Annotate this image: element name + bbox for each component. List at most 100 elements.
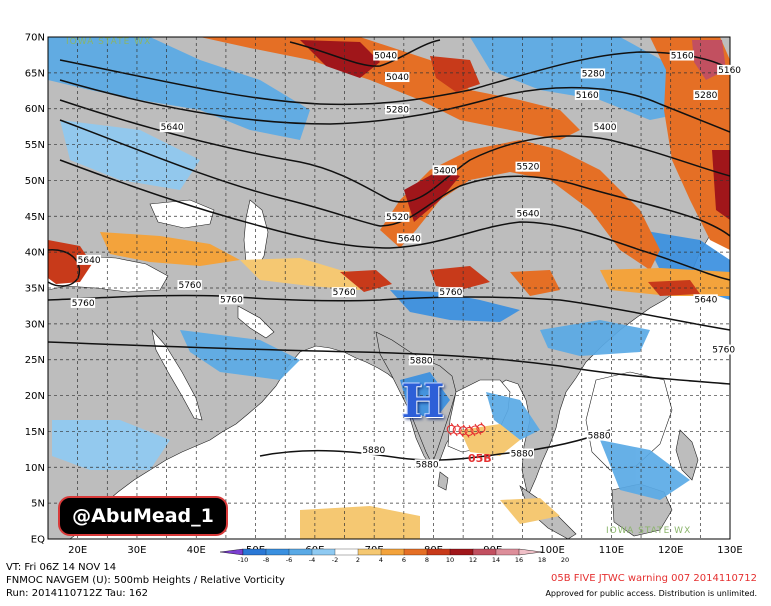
contour-label-bg: [373, 50, 398, 61]
track-point: [470, 423, 480, 437]
contour-label: 5760: [333, 288, 356, 298]
colorbar-swatch: [495, 548, 520, 556]
contour-label: 5400: [594, 123, 617, 133]
contour-label-bg: [592, 122, 617, 133]
vort-blue-ne: [470, 37, 700, 120]
contour-label: 5520: [386, 213, 409, 223]
lon-label: 120E: [658, 545, 683, 556]
contour-label-bg: [574, 89, 600, 100]
track-point: [446, 422, 456, 436]
contour-label-bg: [432, 165, 457, 176]
contour-label-bg: [218, 294, 244, 305]
track-point: [464, 425, 474, 438]
contour-5520: [59, 119, 730, 237]
contour-label: 5760: [178, 281, 201, 291]
lon-label: 30E: [127, 545, 146, 556]
contour-label: 5640: [517, 209, 540, 219]
contour-label-bg: [586, 430, 612, 441]
contour-5040: [289, 39, 441, 67]
vort-blue-china: [540, 320, 650, 356]
watermark-top: IOWA STATE WX: [66, 37, 152, 47]
vort-orange-china2: [510, 270, 560, 296]
lat-label: 60N: [25, 104, 45, 115]
colorbar-label: 6: [402, 556, 406, 564]
vort-red-tibet: [340, 270, 392, 292]
contour-label-bg: [408, 355, 434, 366]
lat-label: 65N: [25, 68, 45, 79]
colorbar-swatch: [403, 548, 428, 556]
contour-label: 5640: [78, 256, 101, 266]
contour-labels: 5040 5040 5160 5280 5160 5160 5280 5280 5400 5400…: [70, 50, 742, 470]
vort-core-mid: [404, 170, 460, 222]
valid-time: VT: Fri 06Z 14 NOV 14: [6, 562, 117, 573]
contour-label: 5760: [72, 299, 95, 309]
colorbar-swatch: [518, 548, 543, 556]
vort-blue-sw: [52, 420, 170, 470]
colorbar-swatch: [334, 548, 359, 556]
contour-label: 5160: [718, 66, 741, 76]
colorbar-label: -6: [286, 556, 292, 564]
lat-label: 5N: [31, 499, 45, 510]
lat-label: 25N: [25, 355, 45, 366]
lon-label: 20E: [68, 545, 87, 556]
black-sea: [149, 199, 215, 229]
vort-core-east2: [712, 150, 730, 220]
jtwc-warning: 05B FIVE JTWC warning 007 2014110712: [550, 573, 757, 584]
persian-gulf: [237, 305, 275, 339]
contour-label: 5400: [433, 166, 456, 176]
contour-label-bg: [580, 68, 606, 79]
land-sri-lanka: [437, 471, 449, 491]
colorbar-swatch: [449, 548, 474, 556]
contour-label: 5760: [439, 288, 462, 298]
lat-label: 30N: [25, 319, 45, 330]
contour-5160: [59, 51, 730, 106]
colorbar-swatch: [311, 548, 336, 556]
colorbar-label: 10: [446, 556, 454, 564]
colorbar-label: 16: [515, 556, 523, 564]
track-point: [452, 423, 462, 437]
author-handle-badge: @AbuMead_1: [58, 496, 228, 536]
colorbar-label: -4: [309, 556, 315, 564]
contour-5640: [59, 159, 730, 281]
lon-label: 40E: [187, 545, 206, 556]
red-sea: [151, 328, 203, 421]
lat-label: 55N: [25, 140, 45, 151]
contour-label: 5880: [410, 356, 433, 366]
contour-label: 5160: [671, 52, 694, 62]
storm-track: [446, 422, 486, 438]
lat-label: 50N: [25, 176, 45, 187]
distribution-notice: Approved for public access. Distribution…: [545, 589, 757, 598]
contour-label-bg: [177, 280, 202, 290]
watermark-bottom: IOWA STATE WX: [606, 526, 692, 536]
colorbar-label: -10: [238, 556, 249, 564]
contour-label-bg: [515, 161, 540, 172]
contour-label: 5280: [694, 91, 717, 101]
colorbar-label: 14: [492, 556, 500, 564]
contour-label: 5640: [694, 295, 717, 305]
colorbar-label: 2: [356, 556, 360, 564]
map-frame: [47, 36, 731, 540]
latitude-labels: 70N 65N 60N 55N 50N 45N 40N 35N 30N 25N 20N 15N 10N 5…: [25, 33, 45, 546]
vort-orange-iran: [240, 258, 380, 290]
contour-label-bg: [76, 254, 102, 265]
lat-label: 35N: [25, 284, 45, 295]
storm-label: 05B: [468, 452, 492, 465]
contour-label-bg: [438, 287, 463, 298]
vort-core-north: [300, 40, 380, 78]
contour-label-bg: [509, 448, 534, 459]
lat-label: 10N: [25, 463, 45, 474]
contour-label-bg: [669, 50, 695, 61]
vort-orange-south: [300, 506, 420, 539]
contour-label-bg: [361, 444, 386, 455]
contour-label-bg: [693, 89, 718, 100]
model-description: FNMOC NAVGEM (U): 500mb Heights / Relati…: [6, 575, 285, 586]
contour-5880-n: [48, 341, 730, 385]
contour-label-bg: [385, 211, 410, 222]
lon-label: 130E: [717, 545, 742, 556]
lat-label: EQ: [31, 535, 45, 546]
vort-orange-med: [100, 232, 240, 266]
contour-label: 5040: [386, 73, 409, 83]
height-contours: [48, 39, 730, 461]
colorbar-label: -2: [332, 556, 338, 564]
